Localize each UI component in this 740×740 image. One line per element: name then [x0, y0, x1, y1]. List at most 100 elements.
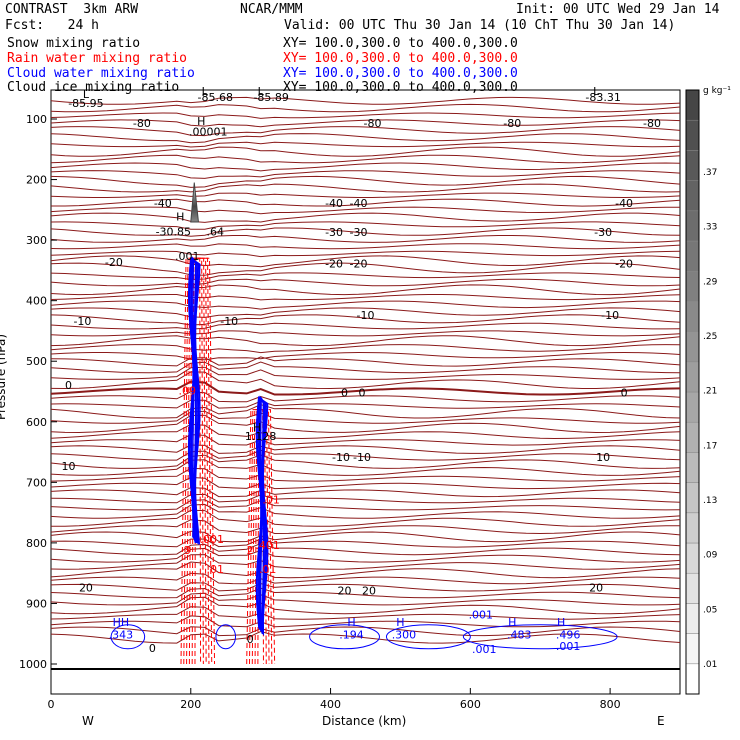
colorbar-segment: [685, 512, 700, 544]
temperature-contour: [50, 344, 681, 354]
y-tick-label: 300: [26, 234, 47, 247]
temperature-contour: [50, 330, 681, 337]
temperature-contour: [50, 582, 681, 592]
x-tick-label: 200: [180, 698, 201, 711]
x-axis-title: Distance (km): [322, 714, 407, 728]
snow-shading: [190, 182, 200, 223]
temperature-contour: [50, 467, 681, 482]
colorbar-segment: [685, 331, 700, 363]
contour-label: .01: [259, 563, 277, 576]
contour-label: 0: [341, 386, 348, 399]
temperature-contour: [50, 284, 681, 296]
temperature-contour: [50, 243, 681, 250]
contour-label: 0: [621, 386, 628, 399]
contour-label: H: [508, 616, 516, 629]
temperature-contour: [50, 493, 681, 504]
rain-contour: [183, 257, 213, 665]
contour-label: -10: [220, 315, 238, 328]
colorbar-frame: [685, 89, 700, 695]
contour-label: .194: [339, 629, 364, 642]
temperature-contour: [50, 410, 681, 424]
contour-label: -80: [364, 117, 382, 130]
x-tick-label: 800: [600, 698, 621, 711]
cloud-water-contour: [255, 396, 269, 637]
contour-label: 1.128: [245, 430, 277, 443]
colorbar-tick-label: .13: [703, 496, 717, 506]
legend-rain-xy: XY= 100.0,300.0 to 400.0,300.0: [283, 51, 518, 66]
contour-label: -83.31: [585, 91, 620, 104]
temperature-contour: [50, 314, 681, 326]
contour-label: .483: [507, 629, 532, 642]
temperature-contour: [50, 146, 681, 157]
y-tick-label: 400: [26, 295, 47, 308]
legend-snow-label: Snow mixing ratio: [7, 36, 141, 51]
contour-label: 20: [79, 581, 93, 594]
temperature-contours: [50, 96, 681, 670]
temperature-contour: [50, 459, 681, 476]
contour-label: .401: [255, 539, 280, 552]
init-time: Init: 00 UTC Wed 29 Jan 14: [516, 2, 720, 17]
y-tick-label: 500: [26, 355, 47, 368]
contour-label: L: [593, 85, 600, 98]
contour-label: -30: [325, 226, 343, 239]
axes: 0 200 400 600 800100200300400500600700800900…: [19, 113, 621, 711]
contour-label: -85.95: [68, 97, 103, 110]
contour-label: 20: [362, 584, 376, 597]
temperature-contour: [50, 307, 681, 318]
temperature-contour: [50, 212, 681, 223]
temperature-contour: [50, 235, 681, 243]
legend-cloud-ice-xy: XY= 100.0,300.0 to 400.0,300.0: [283, 80, 518, 95]
temperature-contour: [50, 630, 681, 644]
temperature-contour: [50, 366, 681, 380]
snow-column: [190, 182, 200, 223]
cloud-water-blob: [309, 624, 380, 650]
contour-label: -20: [615, 257, 633, 270]
temperature-contour: [50, 592, 681, 606]
west-label: W: [82, 714, 94, 728]
temperature-contour: [50, 503, 681, 519]
contour-label: -40: [325, 197, 343, 210]
temperature-contour: [50, 434, 681, 446]
contour-label: -20: [105, 256, 123, 269]
y-tick-label: 1000: [19, 658, 47, 671]
temperature-contour: [50, 414, 681, 434]
y-tick-label: 800: [26, 537, 47, 550]
contour-label: -80: [133, 117, 151, 130]
temperature-contour: [50, 300, 681, 310]
temperature-contour: [50, 530, 681, 543]
colorbar-segment: [685, 421, 700, 453]
colorbar: .01 .05 .09 .13 .17 .21 .25 .29 .33 .37: [685, 89, 718, 695]
contour-label: H: [396, 616, 404, 629]
colorbar-segment: [685, 452, 700, 483]
temperature-contour: [50, 454, 681, 469]
colorbar-tick-label: .25: [703, 332, 717, 342]
contour-label: .001: [469, 609, 494, 622]
y-tick-label: 900: [26, 597, 47, 610]
contour-label: -80: [643, 117, 661, 130]
contour-label: -10: [332, 451, 350, 464]
colorbar-tick-label: .05: [703, 605, 717, 615]
temperature-contour: [50, 162, 681, 172]
temperature-contour: [50, 399, 681, 409]
colorbar-tick-label: .09: [703, 551, 718, 561]
colorbar-segment: [685, 180, 700, 212]
temperature-contour: [50, 499, 681, 511]
temperature-contour: [50, 262, 681, 276]
temperature-contour: [50, 250, 681, 258]
colorbar-tick-label: .29: [703, 277, 718, 287]
contour-label: H: [557, 616, 565, 629]
cloud-water-blob: [385, 624, 471, 650]
contour-label: .64: [206, 225, 224, 238]
temperature-contour: [50, 476, 681, 490]
contour-label: 10: [61, 460, 75, 473]
contour-label: 20: [338, 584, 352, 597]
temperature-contour: [50, 449, 681, 461]
colorbar-segment: [685, 663, 700, 695]
temperature-contour: [50, 103, 681, 113]
cloud-water-blob: [110, 624, 146, 650]
temperature-contour: [50, 96, 681, 105]
cloud-water-blob: [462, 624, 618, 650]
contour-label: -40: [350, 197, 368, 210]
contour-label: .343: [109, 629, 134, 642]
temperature-contour: [50, 170, 681, 179]
